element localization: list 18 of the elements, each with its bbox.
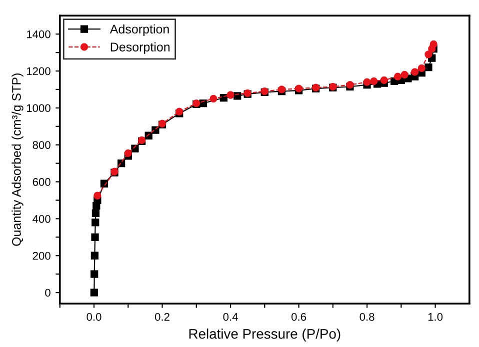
y-tick-label: 1400	[26, 30, 50, 38]
y-tick-label: 400	[32, 214, 50, 223]
y-tick-label: 800	[32, 141, 50, 149]
y-tick-label: 1000	[26, 104, 50, 112]
legend-label: Adsorption	[110, 24, 169, 36]
x-tick-label: 0.0	[86, 312, 102, 321]
x-tick-label: 0.8	[360, 312, 374, 321]
y-axis-title: Quantity Adsorbed (cm³/g STP)	[12, 74, 24, 246]
x-tick-label: 1.0	[428, 312, 443, 321]
y-tick-label: 0	[45, 288, 50, 297]
x-tick-label: 0.2	[154, 312, 170, 321]
y-tick-label: 1200	[26, 67, 50, 76]
x-tick-label: 0.6	[291, 312, 306, 321]
legend-label: Desorption	[110, 42, 170, 54]
x-axis-title: Relative Pressure (P/Po)	[189, 328, 340, 342]
x-tick-label: 0.4	[223, 312, 238, 321]
y-tick-label: 600	[32, 178, 50, 186]
y-tick-label: 200	[32, 252, 50, 260]
